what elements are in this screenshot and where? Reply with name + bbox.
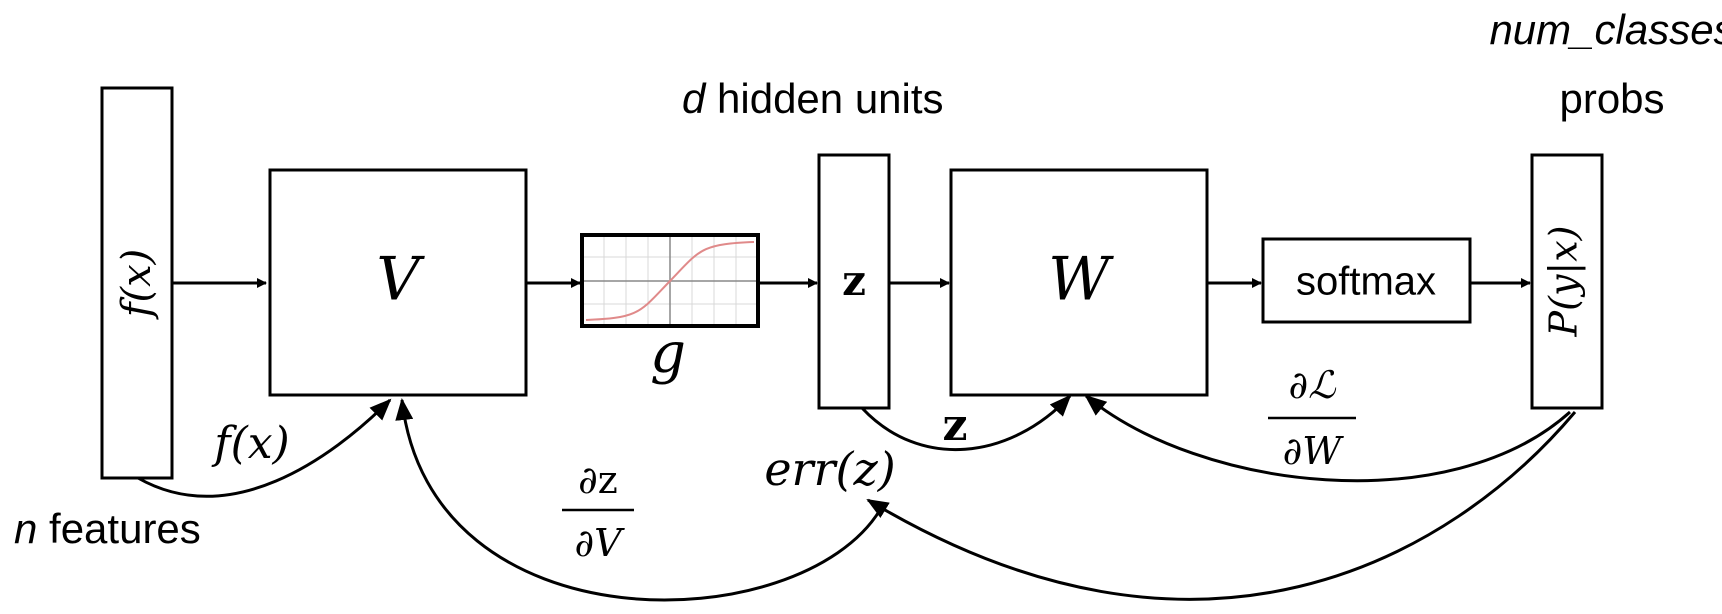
curve-input-to-v	[137, 398, 392, 498]
output-caption-line2: probs	[1559, 75, 1664, 122]
sigmoid-curve	[585, 241, 755, 321]
error-label: err(z)	[764, 442, 895, 496]
backprop-arrows	[137, 394, 1577, 602]
hidden-caption: d hidden units	[682, 75, 944, 122]
activation-plot	[580, 233, 760, 328]
output-vector-label: P(y|x)	[1542, 226, 1586, 338]
hidden-vector: z	[817, 153, 891, 410]
edge-label-fx: f(x)	[211, 418, 289, 469]
softmax-box: softmax	[1261, 237, 1472, 324]
input-caption: n features	[14, 505, 201, 552]
input-vector-label: f(x)	[114, 249, 160, 321]
softmax-label: softmax	[1296, 260, 1436, 304]
matrix-w-box: W	[949, 168, 1209, 397]
fraction-dz-dv-denominator: ∂V	[574, 521, 625, 565]
curve-z-to-w	[860, 394, 1072, 452]
curve-output-to-err	[866, 411, 1577, 601]
fraction-dz-dv-numerator: ∂z	[578, 458, 618, 502]
curve-err-to-v	[395, 398, 882, 602]
matrix-w-label: W	[1048, 245, 1114, 315]
fraction-dl-dw: ∂ℒ ∂W	[1268, 363, 1356, 473]
fraction-dl-dw-numerator: ∂ℒ	[1288, 363, 1337, 407]
fraction-dz-dv: ∂z ∂V	[562, 458, 634, 565]
output-caption-line1: num_classes	[1489, 6, 1722, 53]
matrix-v-label: V	[376, 245, 425, 315]
curve-output-to-w	[1084, 394, 1572, 483]
output-vector: P(y|x)	[1530, 153, 1604, 410]
fraction-dl-dw-denominator: ∂W	[1283, 429, 1345, 473]
input-vector: f(x)	[100, 86, 174, 480]
activation-label: g	[650, 321, 686, 386]
edge-label-z: z	[943, 400, 968, 451]
matrix-v-box: V	[268, 168, 528, 397]
hidden-vector-label: z	[842, 256, 866, 305]
